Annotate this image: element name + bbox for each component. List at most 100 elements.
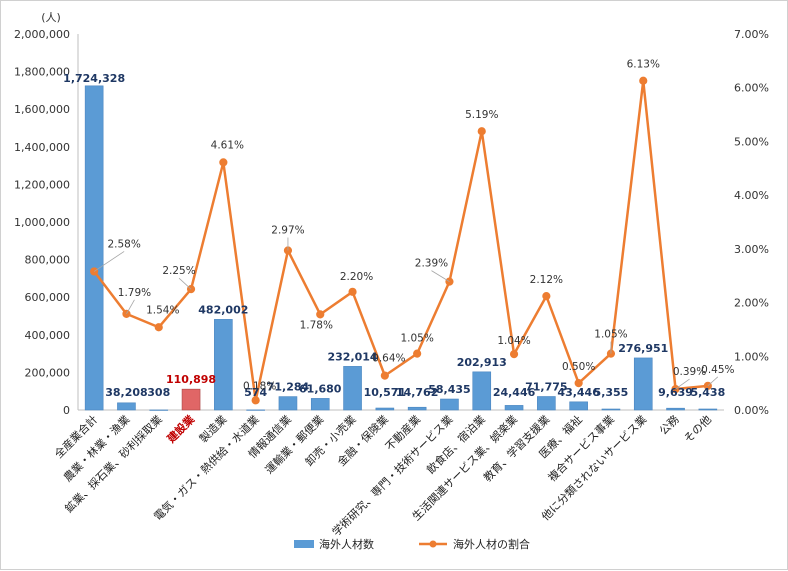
line-point — [509, 350, 519, 359]
bar — [601, 408, 621, 411]
line-value-label: 0.18% — [243, 380, 276, 392]
leader-line — [93, 251, 125, 272]
bar-value-label: 24,446 — [493, 386, 536, 399]
bar-value-label: 276,951 — [618, 342, 668, 355]
legend-bar-swatch — [294, 540, 314, 548]
line-value-label: 1.05% — [400, 333, 433, 345]
bar — [343, 366, 362, 411]
bar — [84, 85, 104, 411]
y-tick-left: 1,400,000 — [14, 141, 70, 154]
bar-value-label: 232,014 — [327, 350, 377, 363]
y-axis-unit: (人) — [41, 11, 61, 24]
y-tick-left: 0 — [63, 404, 70, 417]
line-value-label: 4.61% — [211, 139, 244, 151]
y-tick-left: 1,000,000 — [14, 216, 70, 229]
line-series — [93, 79, 708, 402]
bar-value-label: 5,355 — [594, 386, 629, 399]
line-point — [639, 76, 648, 85]
bar — [375, 407, 395, 411]
leader-line — [707, 376, 719, 387]
bar — [117, 402, 136, 411]
line-value-label: 6.13% — [627, 59, 660, 71]
category-label: 建設業 — [164, 412, 198, 446]
y-tick-right: 4.00% — [734, 189, 769, 202]
bar — [407, 406, 427, 411]
line-value-label: 0.64% — [372, 353, 405, 365]
bar-value-label: 38,208 — [105, 386, 147, 399]
bar-value-label: 58,435 — [428, 383, 470, 396]
line-point — [380, 371, 389, 380]
line-point — [574, 379, 583, 388]
y-tick-left: 400,000 — [25, 329, 71, 342]
bar — [310, 398, 330, 411]
bar — [181, 388, 201, 411]
leader-line — [431, 270, 450, 282]
bar — [537, 396, 556, 411]
bar-value-label: 5,438 — [690, 386, 725, 399]
line-value-label: 2.25% — [162, 265, 195, 277]
y-tick-left: 2,000,000 — [14, 28, 70, 41]
bar-value-label: 71,284 — [267, 381, 310, 394]
bar-value-label: 71,775 — [525, 381, 567, 394]
bar — [440, 398, 459, 411]
leader-line — [126, 299, 135, 315]
y-tick-right: 2.00% — [734, 297, 769, 310]
category-label: 公務 — [656, 412, 681, 437]
y-tick-left: 1,200,000 — [14, 178, 70, 191]
line-point — [477, 127, 486, 136]
bar — [214, 319, 233, 411]
line-value-label: 0.39% — [673, 366, 706, 378]
legend-line-label: 海外人材の割合 — [453, 537, 530, 551]
bar-value-label: 482,002 — [198, 303, 248, 316]
bar — [666, 407, 685, 411]
y-tick-right: 6.00% — [734, 82, 769, 95]
bar — [633, 357, 653, 411]
line-value-label: 1.79% — [118, 287, 151, 299]
bar — [472, 371, 492, 411]
category-label: その他 — [681, 413, 714, 446]
y-tick-right: 0.00% — [734, 404, 769, 417]
line-point — [154, 323, 163, 332]
line-value-label: 2.39% — [415, 258, 448, 270]
y-tick-left: 200,000 — [25, 366, 71, 379]
line-value-label: 1.04% — [497, 335, 530, 347]
bar-value-label: 43,446 — [557, 386, 600, 399]
y-tick-left: 800,000 — [25, 254, 71, 267]
line-point — [316, 310, 325, 319]
line-value-label: 0.45% — [701, 364, 734, 376]
bar-value-label: 61,680 — [299, 382, 342, 395]
y-tick-left: 1,800,000 — [14, 66, 70, 79]
line-point — [413, 349, 422, 358]
bar — [278, 396, 298, 411]
line-value-label: 1.78% — [300, 319, 333, 331]
line-point — [542, 292, 551, 301]
line-point — [348, 287, 357, 296]
legend-bar-label: 海外人材数 — [319, 537, 374, 551]
y-tick-right: 1.00% — [734, 350, 769, 363]
y-tick-right: 7.00% — [734, 28, 769, 41]
bar-value-label: 14,762 — [396, 386, 438, 399]
line-value-label: 2.97% — [271, 224, 304, 236]
line-value-label: 2.12% — [530, 274, 563, 286]
line-value-label: 0.50% — [562, 361, 595, 373]
leader-line — [675, 378, 690, 390]
bar — [246, 409, 265, 411]
bar-value-label: 110,898 — [166, 373, 216, 386]
bar — [698, 408, 718, 411]
bar-value-label: 10,571 — [364, 386, 406, 399]
y-tick-right: 3.00% — [734, 243, 769, 256]
line-value-label: 1.05% — [594, 329, 627, 341]
bar — [504, 405, 524, 411]
bar-value-label: 1,724,328 — [63, 72, 125, 85]
bar-value-label: 9,639 — [658, 386, 693, 399]
bar-value-label: 202,913 — [457, 356, 507, 369]
bar-value-label: 574 — [244, 386, 267, 399]
line-value-label: 1.54% — [146, 304, 179, 316]
line-value-label: 2.20% — [340, 271, 373, 283]
line-value-label: 2.58% — [107, 238, 140, 250]
line-value-label: 5.19% — [465, 109, 498, 121]
bar-value-label: 308 — [147, 386, 170, 399]
y-tick-left: 1,600,000 — [14, 103, 70, 116]
y-tick-left: 600,000 — [25, 291, 71, 304]
